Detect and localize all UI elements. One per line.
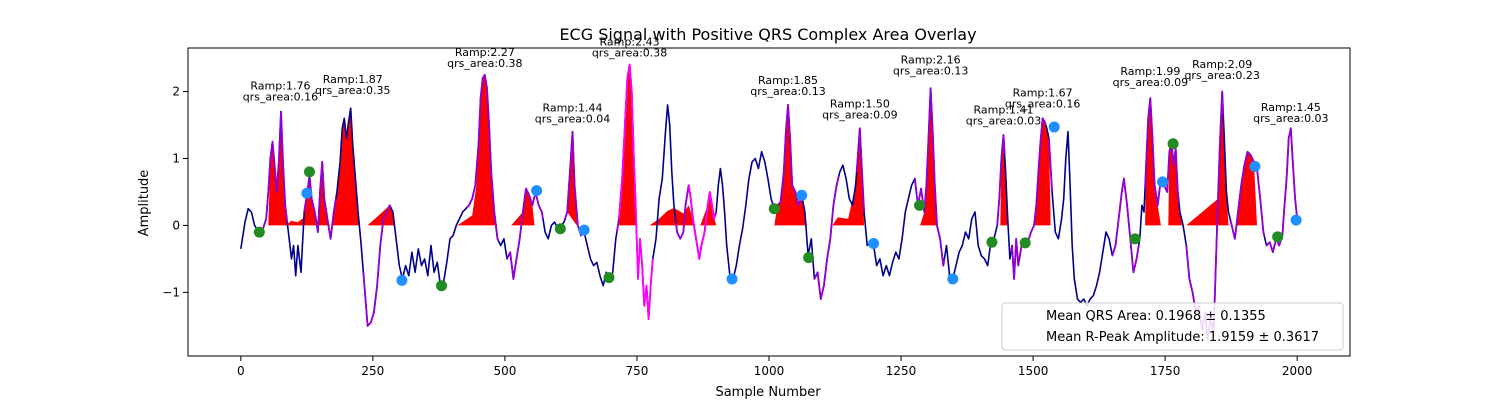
blue-marker-point: [1249, 161, 1261, 173]
green-marker-point: [914, 199, 926, 211]
green-marker-point: [303, 166, 315, 178]
qrs-area-fill: [567, 131, 577, 226]
qrs-segment-line: [1010, 117, 1047, 280]
qrs-segment-line: [855, 127, 865, 213]
blue-marker-point: [1156, 176, 1168, 188]
qrs-area-annotation-label: qrs_area:0.09: [822, 109, 897, 122]
qrs-segment-line: [466, 73, 500, 242]
ramp-annotation-label: Ramp:1.85: [758, 74, 818, 87]
y-tick-label: 2: [172, 85, 180, 99]
qrs-area-annotation-label: qrs_area:0.03: [966, 115, 1041, 128]
x-tick-label: 1750: [1150, 364, 1181, 378]
chart-title: ECG Signal with Positive QRS Complex Are…: [559, 25, 976, 44]
green-marker-point: [1272, 231, 1284, 243]
green-marker-point: [768, 203, 780, 215]
qrs-area-annotation-label: qrs_area:0.16: [243, 91, 318, 104]
blue-marker-point: [947, 273, 959, 285]
qrs-area-fill: [331, 108, 360, 226]
x-tick-label: 0: [237, 364, 245, 378]
y-tick-label: −1: [162, 285, 180, 299]
green-marker-point: [253, 226, 265, 238]
qrs-segment-line: [362, 204, 392, 327]
plot-area: Ramp:1.76qrs_area:0.16Ramp:1.87qrs_area:…: [240, 35, 1329, 341]
ramp-annotation-label: Ramp:1.50: [830, 98, 890, 111]
y-axis-label: Amplitude: [137, 170, 152, 237]
x-tick-label: 500: [493, 364, 516, 378]
blue-marker-point: [301, 187, 313, 199]
qrs-area-annotation-label: qrs_area:0.04: [535, 113, 610, 126]
qrs-segment-line: [1111, 177, 1140, 274]
qrs-area-annotation-label: qrs_area:0.13: [893, 64, 968, 77]
qrs-area-annotation-label: qrs_area:0.16: [1005, 97, 1080, 110]
ramp-annotation-label: Ramp:1.87: [323, 73, 383, 86]
qrs-area-fill: [700, 192, 717, 226]
ramp-annotation-label: Ramp:1.99: [1120, 65, 1180, 78]
qrs-area-annotation-label: qrs_area:0.38: [592, 46, 667, 59]
qrs-segment-line: [506, 187, 544, 280]
qrs-area-fill: [268, 111, 288, 226]
blue-marker-point: [531, 185, 543, 197]
blue-marker-point: [396, 274, 408, 286]
qrs-segment-line: [913, 87, 946, 267]
qrs-segment-line: [813, 176, 840, 301]
qrs-area-fill: [457, 74, 497, 226]
ramp-annotation-label: Ramp:2.27: [455, 46, 515, 59]
blue-marker-point: [796, 189, 808, 201]
green-marker-point: [1167, 138, 1179, 150]
x-tick-label: 250: [361, 364, 384, 378]
qrs-area-annotation-label: qrs_area:0.35: [315, 84, 390, 97]
x-tick-label: 1500: [1018, 364, 1049, 378]
ramp-annotation-label: Ramp:1.76: [250, 80, 310, 93]
qrs-area-annotation-label: qrs_area:0.13: [750, 85, 825, 98]
qrs-area-fill: [832, 128, 865, 226]
green-marker-point: [436, 280, 448, 292]
y-tick-label: 0: [172, 218, 180, 232]
ramp-annotation-label: Ramp:2.16: [901, 53, 961, 66]
blue-marker-point: [1290, 214, 1302, 226]
ramp-annotation-label: Ramp:2.09: [1192, 58, 1252, 71]
green-marker-point: [1129, 233, 1141, 245]
qrs-segment-line: [996, 134, 1006, 226]
qrs-area-annotation-label: qrs_area:0.38: [447, 57, 522, 70]
qrs-segment-line: [1229, 150, 1266, 240]
qrs-segment-line: [1048, 138, 1053, 193]
legend-entry-r-peak: Mean R-Peak Amplitude: 1.9159 ± 0.3617: [1046, 330, 1319, 345]
x-axis-label: Sample Number: [715, 385, 821, 400]
green-marker-point: [986, 236, 998, 248]
green-marker-point: [1019, 237, 1031, 249]
green-marker-point: [803, 252, 815, 264]
ramp-annotation-label: Ramp:2.43: [600, 35, 660, 48]
ramp-annotation-label: Ramp:1.41: [973, 104, 1033, 117]
qrs-segment-line: [1265, 127, 1299, 254]
x-tick-label: 1250: [886, 364, 917, 378]
blue-marker-point: [726, 273, 738, 285]
legend: Mean QRS Area: 0.1968 ± 0.1355 Mean R-Pe…: [1001, 302, 1344, 351]
x-tick-label: 1000: [754, 364, 785, 378]
blue-marker-point: [1048, 121, 1060, 133]
highlight-segment-line: [641, 258, 654, 321]
qrs-area-fill: [511, 188, 535, 226]
ramp-annotation-label: Ramp:1.67: [1013, 86, 1073, 99]
green-marker-point: [603, 272, 615, 284]
y-tick-label: 1: [172, 151, 180, 165]
ramp-annotation-label: Ramp:1.44: [542, 102, 602, 115]
qrs-area-annotation-label: qrs_area:0.23: [1184, 69, 1259, 82]
qrs-area-annotation-label: qrs_area:0.03: [1253, 112, 1328, 125]
blue-marker-point: [578, 224, 590, 236]
qrs-segment-line: [258, 110, 289, 233]
legend-box: [1001, 302, 1344, 351]
blue-marker-point: [868, 238, 880, 250]
x-tick-label: 750: [626, 364, 649, 378]
x-tick-label: 2000: [1282, 364, 1313, 378]
ramp-annotation-label: Ramp:1.45: [1261, 101, 1321, 114]
legend-entry-qrs-area: Mean QRS Area: 0.1968 ± 0.1355: [1046, 309, 1266, 324]
highlight-segment-line: [687, 185, 716, 260]
green-marker-point: [554, 223, 566, 235]
axis-ticks: 0 250 500 750 1000 1250 1500 1750 2000 −1 0 1 2: [162, 85, 1312, 378]
qrs-area-annotation-label: qrs_area:0.09: [1113, 76, 1188, 89]
